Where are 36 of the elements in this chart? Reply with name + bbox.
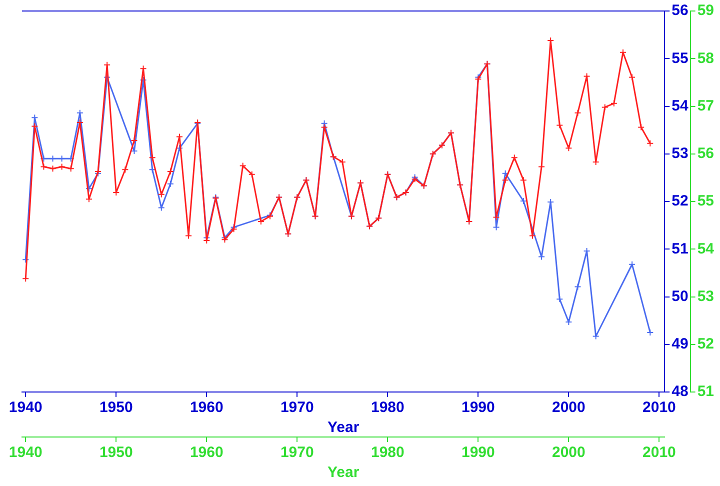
x2-tick-label: 2000 [552,444,586,462]
y-tick-label: 50 [672,288,688,305]
x2-tick-label: 1990 [461,444,495,462]
y2-tick-label: 51 [697,383,714,400]
y2-tick-label: 54 [697,240,715,258]
x2-tick-label: 1950 [99,444,133,462]
y-tick-label: 54 [672,97,689,114]
y2-tick-label: 59 [697,2,714,20]
x-tick-label: 2010 [642,399,676,416]
y-tick-label: 49 [672,336,688,353]
y2-tick-label: 52 [697,336,714,353]
x-tick-label: 1950 [99,399,133,416]
x-tick-label: 1990 [461,399,495,416]
y-tick-label: 48 [672,383,688,400]
x-tick-label: 1970 [280,399,314,416]
x-tick-label: 2000 [552,399,586,416]
x2-axis-title: Year [327,464,360,482]
x2-tick-label: 1980 [370,444,404,462]
x-axis-title: Year [327,419,360,436]
x2-tick-label: 1970 [280,444,314,462]
y-tick-label: 53 [672,145,688,162]
x-tick-label: 1980 [370,399,404,416]
y2-tick-label: 58 [697,50,714,67]
x-tick-label: 1940 [8,399,42,416]
x2-tick-label: 1940 [8,444,42,462]
y2-tick-label: 53 [697,288,714,305]
y-tick-label: 55 [672,50,688,67]
y-tick-label: 52 [672,192,688,210]
x2-tick-label: 1960 [190,444,224,462]
y2-tick-label: 55 [697,192,714,210]
y2-tick-label: 57 [697,97,714,114]
y-tick-label: 51 [672,240,688,258]
x2-tick-label: 2010 [642,444,676,462]
y2-tick-label: 56 [697,145,714,162]
y-tick-label: 56 [672,2,688,20]
x-tick-label: 1960 [190,399,224,416]
